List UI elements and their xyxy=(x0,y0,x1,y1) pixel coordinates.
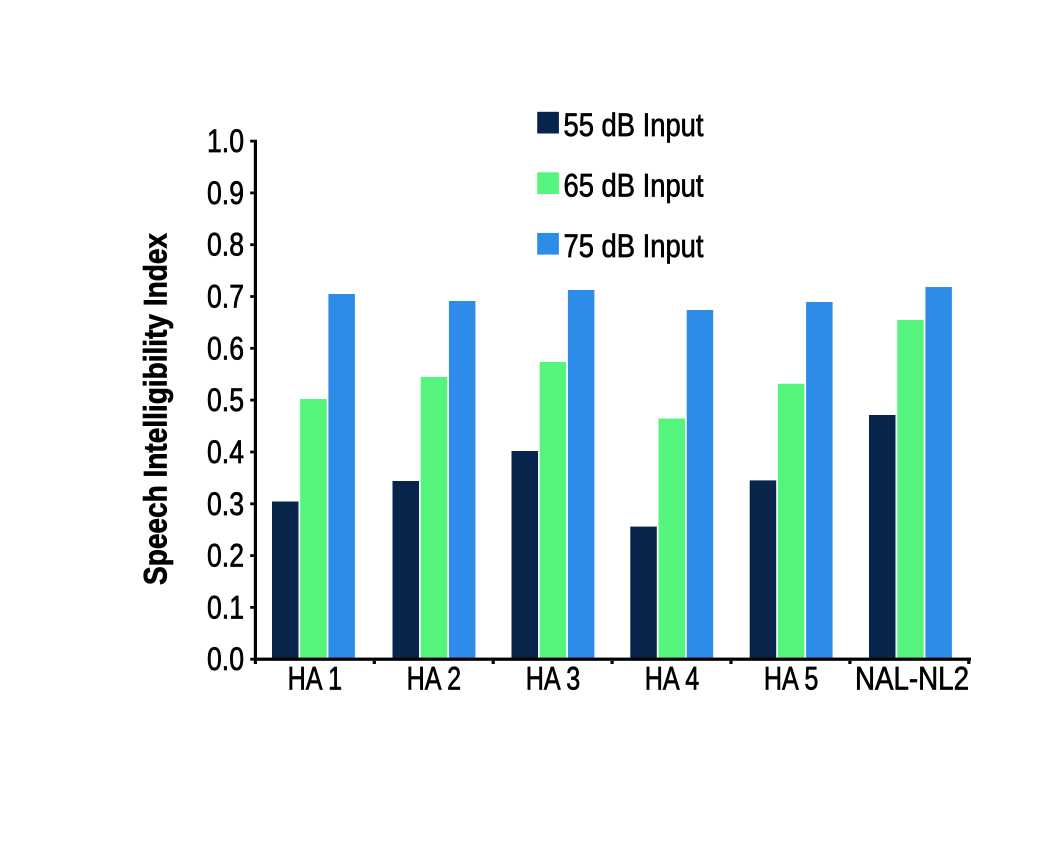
svg-text:NAL-NL2: NAL-NL2 xyxy=(855,660,969,696)
svg-text:0.4: 0.4 xyxy=(207,434,244,470)
svg-text:HA 1: HA 1 xyxy=(288,660,343,696)
svg-text:HA 5: HA 5 xyxy=(764,660,819,696)
svg-text:0.5: 0.5 xyxy=(207,382,244,418)
svg-text:0.1: 0.1 xyxy=(207,589,244,625)
svg-text:0.3: 0.3 xyxy=(207,486,244,522)
svg-text:0.2: 0.2 xyxy=(207,538,244,574)
svg-text:0.7: 0.7 xyxy=(207,279,244,315)
svg-text:0.6: 0.6 xyxy=(207,330,244,366)
svg-text:Speech Intelligibility Index: Speech Intelligibility Index xyxy=(137,233,173,585)
svg-text:HA 3: HA 3 xyxy=(526,660,581,696)
svg-text:75 dB Input: 75 dB Input xyxy=(564,228,704,264)
svg-text:0.8: 0.8 xyxy=(207,227,244,263)
svg-text:55 dB Input: 55 dB Input xyxy=(564,107,704,143)
svg-text:65 dB Input: 65 dB Input xyxy=(564,167,704,203)
svg-text:1.0: 1.0 xyxy=(207,123,244,159)
svg-text:HA 2: HA 2 xyxy=(407,660,462,696)
svg-text:HA 4: HA 4 xyxy=(645,660,700,696)
svg-text:0.0: 0.0 xyxy=(207,641,244,677)
svg-text:0.9: 0.9 xyxy=(207,175,244,211)
